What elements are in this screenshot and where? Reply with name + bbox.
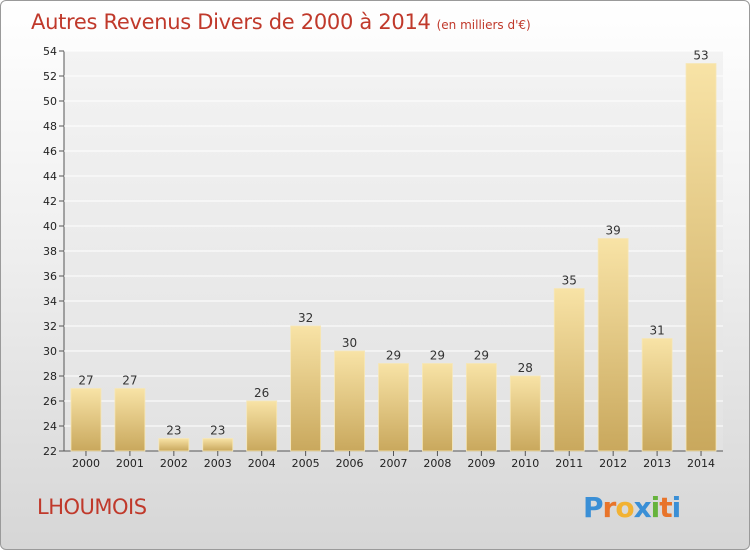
logo-letter: x [633,491,652,524]
x-tick-label-2009: 2009 [467,457,495,470]
data-label-2013: 31 [649,324,664,338]
bar-2009 [465,363,497,452]
y-tick-label: 24 [43,420,57,433]
logo-letter: i [650,491,661,524]
data-label-2007: 29 [386,349,401,363]
x-tick-label-2008: 2008 [423,457,451,470]
x-tick-label-2004: 2004 [248,457,276,470]
data-label-2005: 32 [298,311,313,325]
data-label-2010: 28 [518,361,533,375]
bar-2011 [553,288,585,452]
y-tick-label: 28 [43,370,57,383]
logo-letter: o [615,491,634,524]
chart-title: Autres Revenus Divers de 2000 à 2014 (en … [31,10,531,34]
y-tick-label: 40 [43,220,57,233]
y-tick-label: 44 [43,170,57,183]
bar-2000 [70,388,102,452]
x-tick-label-2003: 2003 [204,457,232,470]
y-tick-label: 54 [43,45,57,58]
x-tick-label-2002: 2002 [160,457,188,470]
logo-letter: P [583,491,604,524]
y-tick-label: 42 [43,195,57,208]
chart-unit: (en milliers d'€) [436,18,531,32]
y-tick-label: 52 [43,70,57,83]
y-tick-label: 36 [43,270,57,283]
bar-2006 [334,350,365,452]
y-tick-label: 48 [43,120,57,133]
data-label-2009: 29 [474,349,489,363]
bar-2007 [378,363,409,452]
data-label-2001: 27 [122,374,137,388]
x-tick-label-2001: 2001 [116,457,144,470]
y-tick-label: 22 [43,445,57,458]
data-label-2006: 30 [342,336,357,350]
y-tick-label: 50 [43,95,57,108]
bar-2005 [290,325,322,452]
logo-letter: t [659,491,672,524]
y-tick-label: 32 [43,320,57,333]
x-tick-label-2014: 2014 [687,457,715,470]
x-tick-label-2011: 2011 [555,457,583,470]
x-tick-label-2006: 2006 [336,457,364,470]
x-tick-label-2013: 2013 [643,457,671,470]
x-tick-label-2007: 2007 [380,457,408,470]
bar-2013 [641,338,673,452]
y-tick-label: 46 [43,145,57,158]
bar-2012 [597,238,629,452]
bar-2014 [685,63,717,452]
data-label-2003: 23 [210,424,225,438]
y-tick-label: 34 [43,295,57,308]
commune-name: LHOUMOIS [37,495,147,519]
x-tick-label-2012: 2012 [599,457,627,470]
bar-2010 [509,375,541,452]
data-label-2000: 27 [78,374,93,388]
y-tick-label: 38 [43,245,57,258]
logo-letter: i [671,491,682,524]
bar-2002 [158,438,190,452]
data-label-2004: 26 [254,386,269,400]
data-label-2002: 23 [166,424,181,438]
x-tick-label-2000: 2000 [72,457,100,470]
chart-title-text: Autres Revenus Divers de 2000 à 2014 [31,10,431,34]
proxiti-logo: Proxiti [583,491,682,524]
bar-2008 [422,363,453,452]
data-label-2008: 29 [430,349,445,363]
bar-2004 [246,400,278,452]
data-label-2014: 53 [693,49,708,63]
bar-2001 [114,388,146,452]
y-tick-label: 30 [43,345,57,358]
x-tick-label-2010: 2010 [511,457,539,470]
y-tick-label: 26 [43,395,57,408]
logo-letter: r [602,491,617,524]
data-label-2012: 39 [606,224,621,238]
x-tick-label-2005: 2005 [292,457,320,470]
data-label-2011: 35 [562,274,577,288]
bar-2003 [202,438,234,452]
